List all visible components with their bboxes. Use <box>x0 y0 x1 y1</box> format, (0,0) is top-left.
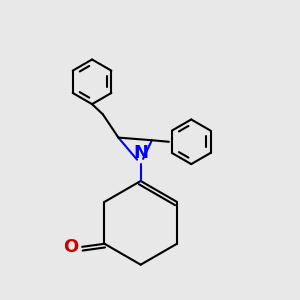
Text: O: O <box>63 238 78 256</box>
Text: N: N <box>133 144 148 162</box>
